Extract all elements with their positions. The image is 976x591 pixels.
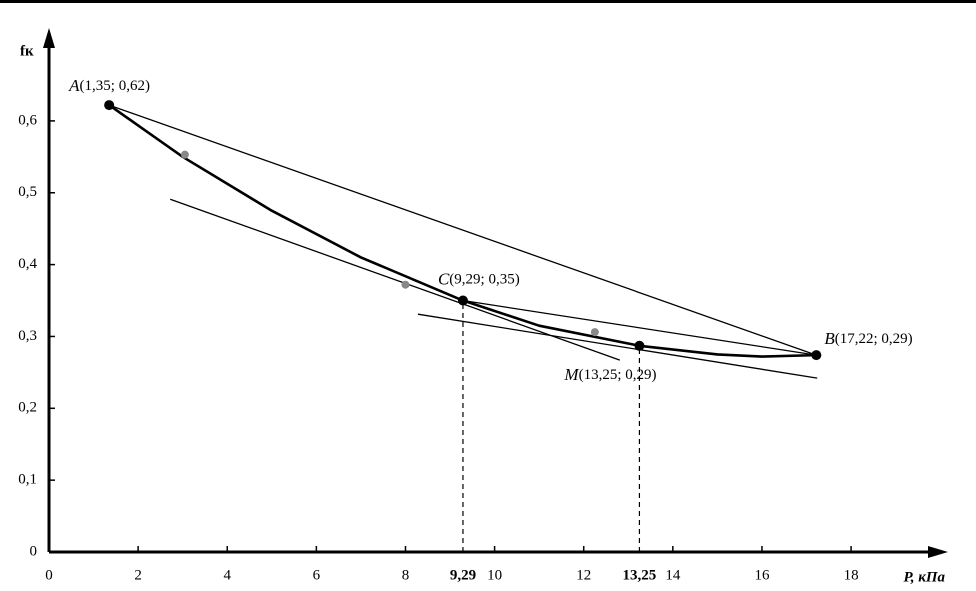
fit-curve bbox=[108, 104, 817, 358]
point-letter: C bbox=[438, 269, 450, 288]
x-tick-label: 16 bbox=[754, 567, 770, 583]
straight-line bbox=[462, 299, 817, 356]
y-tick-label: 0,5 bbox=[18, 184, 37, 200]
top-border bbox=[0, 0, 976, 3]
straight-line bbox=[417, 313, 818, 379]
point-annotation: B(17,22; 0,29) bbox=[824, 329, 912, 348]
x-marked-label: 13,25 bbox=[623, 567, 657, 583]
x-tick-label: 4 bbox=[223, 567, 231, 583]
straight-line bbox=[169, 198, 621, 361]
y-arrow bbox=[43, 28, 55, 48]
experimental-point bbox=[590, 328, 599, 337]
point-letter: M bbox=[563, 365, 579, 384]
x-tick-label: 14 bbox=[665, 567, 681, 583]
point-coords: (9,29; 0,35) bbox=[449, 272, 519, 288]
point-coords: (1,35; 0,62) bbox=[80, 79, 150, 95]
key-point bbox=[634, 340, 645, 351]
x-tick-label: 0 bbox=[45, 567, 53, 583]
x-tick-label: 8 bbox=[402, 567, 410, 583]
experimental-point bbox=[180, 150, 189, 159]
y-axis-label: fк bbox=[20, 43, 34, 59]
x-tick-label: 12 bbox=[576, 567, 591, 583]
point-annotation: M(13,25; 0,29) bbox=[563, 365, 656, 384]
y-tick-label: 0,3 bbox=[18, 328, 37, 344]
point-annotation: C(9,29; 0,35) bbox=[438, 269, 520, 288]
point-letter: B bbox=[824, 329, 835, 348]
point-coords: (13,25; 0,29) bbox=[579, 367, 657, 383]
x-tick-label: 18 bbox=[844, 567, 859, 583]
straight-line bbox=[108, 104, 817, 356]
point-coords: (17,22; 0,29) bbox=[835, 332, 913, 348]
y-tick-label: 0 bbox=[30, 543, 38, 559]
point-letter: A bbox=[68, 76, 80, 95]
experimental-point bbox=[401, 280, 410, 289]
y-tick-label: 0,6 bbox=[18, 112, 37, 128]
y-tick-label: 0,1 bbox=[18, 472, 37, 488]
x-arrow bbox=[928, 546, 948, 558]
key-point bbox=[457, 295, 468, 306]
point-annotation: A(1,35; 0,62) bbox=[68, 76, 150, 95]
key-point bbox=[811, 350, 822, 361]
key-point bbox=[104, 100, 115, 111]
x-tick-label: 6 bbox=[313, 567, 321, 583]
y-tick-label: 0,4 bbox=[18, 256, 37, 272]
x-axis-label: P, кПа bbox=[904, 569, 946, 585]
x-tick-label: 2 bbox=[134, 567, 142, 583]
x-tick-label: 10 bbox=[487, 567, 502, 583]
y-tick-label: 0,2 bbox=[18, 400, 37, 416]
x-marked-label: 9,29 bbox=[450, 567, 476, 583]
